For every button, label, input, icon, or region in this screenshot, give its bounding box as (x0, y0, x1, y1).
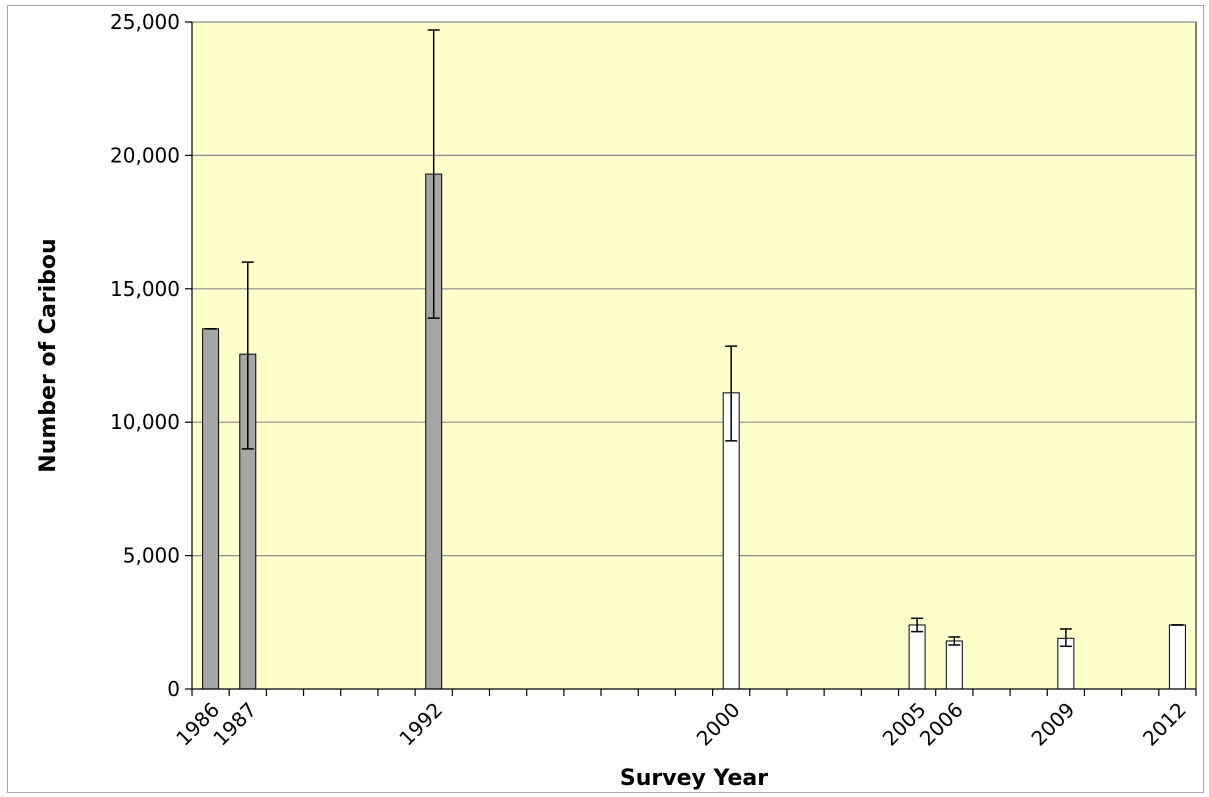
chart-frame (7, 5, 1204, 793)
error-bars (204, 29, 1184, 648)
bar-2006 (945, 640, 963, 690)
x-axis-title: Survey Year (620, 766, 768, 791)
plot-area (191, 21, 1197, 690)
bars (202, 173, 1186, 690)
x-tick-label: 2009 (1026, 698, 1079, 751)
x-tick-label: 2000 (692, 698, 745, 751)
y-tick-label: 0 (167, 677, 180, 701)
bar-2012 (1168, 624, 1186, 690)
bar-1986 (202, 328, 220, 690)
gridlines (192, 21, 1196, 557)
x-tick-label: 1992 (394, 698, 447, 751)
y-tick-label: 5,000 (123, 544, 180, 568)
x-tick-label: 2006 (915, 698, 968, 751)
y-axis-title: Number of Caribou (36, 238, 61, 472)
x-tick-label: 1987 (208, 698, 261, 751)
y-tick-label: 25,000 (110, 10, 180, 34)
bar-2005 (908, 624, 926, 690)
x-tick-label: 2012 (1138, 698, 1191, 751)
y-tick-label: 10,000 (110, 410, 180, 434)
y-axis: 0 5,000 10,000 15,000 20,000 25,000 (110, 10, 193, 701)
y-tick-label: 20,000 (110, 143, 180, 167)
y-tick-label: 15,000 (110, 277, 180, 301)
